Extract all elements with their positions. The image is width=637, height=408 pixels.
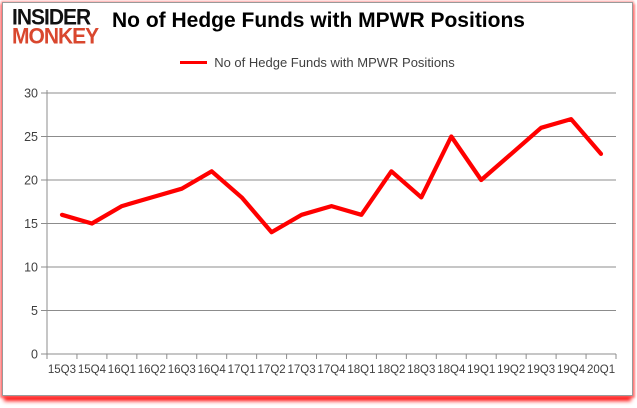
y-axis-label: 5 [31,304,38,318]
x-axis-label: 19Q1 [467,364,495,376]
x-axis-label: 18Q2 [377,364,405,376]
x-axis-label: 18Q3 [407,364,435,376]
insider-monkey-logo: INSIDER MONKEY [12,5,99,49]
y-axis-label: 20 [24,174,38,188]
x-axis-label: 16Q3 [168,364,196,376]
y-axis-label: 30 [24,87,38,101]
x-axis-label: 15Q3 [48,364,76,376]
x-axis-label: 18Q4 [437,364,466,376]
x-axis-label: 18Q1 [347,364,375,376]
x-axis-label: 19Q3 [527,364,555,376]
logo-line-insider: INSIDER [12,5,91,30]
x-axis-label: 19Q2 [497,364,525,376]
chart-title: No of Hedge Funds with MPWR Positions [112,9,525,32]
x-axis-label: 16Q2 [138,364,166,376]
x-axis-label: 17Q2 [258,364,286,376]
y-axis-label: 25 [24,130,38,144]
legend-line-swatch [180,61,208,64]
y-axis-label: 15 [24,217,38,231]
logo-line-monkey: MONKEY [12,24,99,49]
x-axis-label: 16Q4 [198,364,227,376]
x-axis-label: 17Q4 [317,364,346,376]
legend: No of Hedge Funds with MPWR Positions [3,55,632,70]
x-axis-label: 17Q1 [228,364,256,376]
chart-frame: INSIDER MONKEY No of Hedge Funds with MP… [2,2,633,396]
x-axis-label: 17Q3 [287,364,315,376]
x-axis-label: 20Q1 [587,364,615,376]
y-axis-label: 10 [24,261,38,275]
x-axis-label: 19Q4 [557,364,586,376]
legend-label: No of Hedge Funds with MPWR Positions [214,55,455,70]
y-axis-label: 0 [31,348,38,362]
x-axis-label: 15Q4 [78,364,107,376]
series-line [59,116,604,235]
line-chart: 0 5 10 15 20 25 30 15Q3 15Q4 16Q1 16Q2 16Q3 16Q4 17Q1… [24,87,617,376]
x-axis-label: 16Q1 [108,364,136,376]
